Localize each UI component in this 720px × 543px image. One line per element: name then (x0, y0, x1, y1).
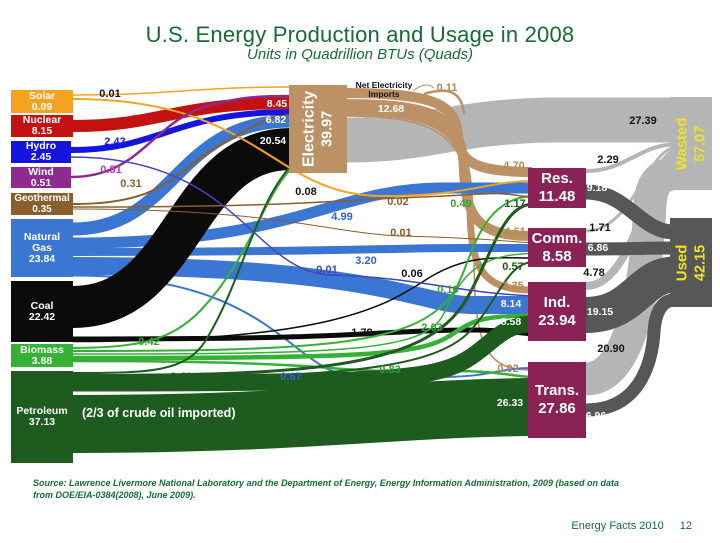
node-electricity: Electricity 39.97 (289, 85, 347, 173)
node-wasted: Wasted 57.07 (670, 97, 712, 190)
source-note: Source: Lawrence Livermore National Labo… (33, 478, 619, 500)
flow-label: 0.57 (502, 261, 524, 273)
node-commercial: Comm. 8.58 (528, 228, 586, 267)
flow-label: 0.02 (497, 363, 519, 375)
footer: Energy Facts 2010 12 (571, 520, 692, 532)
net-electricity-imports-label: Net Electricity Imports (355, 80, 413, 99)
flow-label: 6.96 (585, 410, 607, 422)
flow-label: 9.18 (586, 182, 608, 194)
node-hydro: Hydro 2.45 (11, 141, 71, 163)
flow-label: 8.45 (266, 98, 288, 110)
flow-label: 0.46 (170, 371, 192, 383)
flow-label: 0.42 (138, 336, 160, 348)
flow-label: 4.99 (331, 211, 353, 223)
petroleum-note: (2/3 of crude oil imported) (82, 406, 236, 420)
node-solar: Solar 0.09 (11, 90, 73, 113)
flow-label: 0.01 (316, 264, 338, 276)
flow-label: 0.10 (437, 284, 459, 296)
flow-label: 1.17 (504, 198, 526, 210)
flow-label: 8.14 (500, 298, 522, 310)
flow-label: 0.01 (99, 88, 121, 100)
flow-label: 0.02 (387, 196, 409, 208)
slide-title: U.S. Energy Production and Usage in 2008 (145, 22, 575, 47)
node-transportation: Trans. 27.86 (528, 362, 586, 438)
flow-label: 3.20 (355, 255, 377, 267)
flow-label: 12.68 (377, 103, 405, 115)
flow-label: 4.70 (503, 160, 525, 172)
flow-label: 6.82 (265, 114, 287, 126)
node-residential: Res. 11.48 (528, 168, 586, 208)
flow-label: 2.03 (421, 322, 443, 334)
flow-label: 0.08 (295, 186, 317, 198)
page-number: 12 (679, 520, 692, 532)
node-wind: Wind 0.51 (11, 166, 71, 188)
node-biomass: Biomass 3.88 (11, 344, 73, 367)
flow-label: 0.11 (436, 82, 458, 94)
flow-label: 0.06 (401, 268, 423, 280)
flow-label: 20.54 (259, 135, 287, 147)
flow-label: 1.71 (589, 222, 611, 234)
node-geothermal: Geothermal 0.35 (11, 193, 73, 215)
flow-label: 27.39 (629, 115, 657, 127)
node-natural-gas: Natural Gas 23.84 (11, 219, 73, 277)
flow-label: 4.61 (504, 226, 526, 238)
slide-subtitle: Units in Quadrillion BTUs (Quads) (247, 46, 473, 63)
flow-label: 0.49 (450, 198, 472, 210)
flow-label: 2.43 (104, 136, 126, 148)
node-used: Used 42.15 (670, 218, 712, 307)
flow-label: 3.35 (502, 280, 524, 292)
flow-label: 2.29 (597, 154, 619, 166)
node-industrial: Ind. 23.94 (528, 282, 586, 341)
flow-label: 0.31 (120, 178, 142, 190)
flow-label: 8.58 (500, 316, 522, 328)
node-petroleum: Petroleum 37.13 (11, 371, 73, 463)
flow-label: 0.01 (390, 227, 412, 239)
flow-label: 1.79 (351, 327, 373, 339)
flow-label: 0.67 (280, 371, 302, 383)
flow-label: 19.15 (586, 306, 614, 318)
flow-label: 20.90 (597, 343, 625, 355)
flow-label: 6.86 (587, 242, 609, 254)
flow-label: 0.83 (379, 364, 401, 376)
node-coal: Coal 22.42 (11, 281, 73, 342)
flow-label: 26.33 (496, 397, 524, 409)
footer-label: Energy Facts 2010 (571, 520, 664, 532)
node-nuclear: Nuclear 8.15 (11, 115, 73, 137)
flow-label: 4.78 (583, 267, 605, 279)
flow-label: 0.51 (100, 164, 122, 176)
